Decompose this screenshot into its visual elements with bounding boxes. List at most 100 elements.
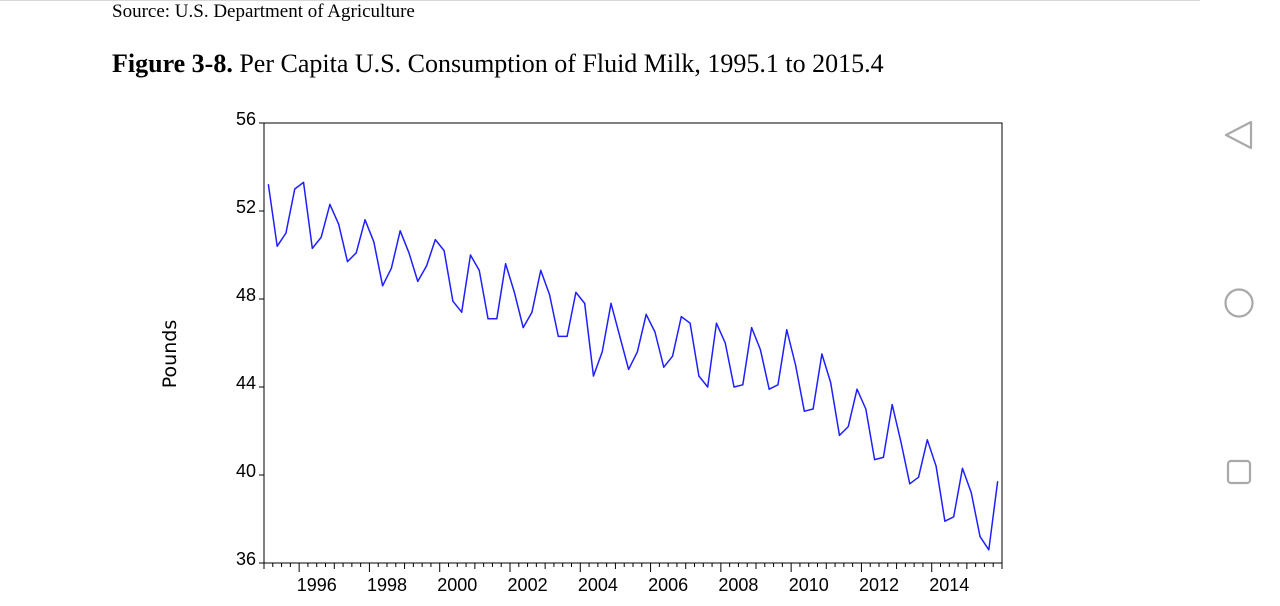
data-point-0-75 <box>926 439 928 441</box>
data-point-0-27 <box>505 263 507 265</box>
x-tick-label-1998: 1998 <box>367 575 407 595</box>
data-point-0-67 <box>856 388 858 390</box>
x-tick-label-2004: 2004 <box>578 575 618 595</box>
square-recent-icon <box>1226 459 1252 485</box>
data-point-0-1 <box>276 245 278 247</box>
data-point-0-20 <box>443 250 445 252</box>
data-point-0-62 <box>812 408 814 410</box>
data-point-0-30 <box>531 311 533 313</box>
data-point-0-49 <box>698 375 700 377</box>
x-tick-label-2002: 2002 <box>508 575 548 595</box>
data-point-0-8 <box>338 223 340 225</box>
data-point-0-72 <box>900 441 902 443</box>
data-point-0-3 <box>294 188 296 190</box>
data-point-0-2 <box>285 232 287 234</box>
x-tick-label-2008: 2008 <box>718 575 758 595</box>
data-point-0-48 <box>689 322 691 324</box>
data-point-0-66 <box>847 426 849 428</box>
data-point-0-18 <box>425 265 428 267</box>
data-point-0-80 <box>970 492 972 494</box>
plot-frame <box>263 122 1003 564</box>
data-point-0-39 <box>610 302 612 304</box>
circle-home-icon <box>1224 288 1254 318</box>
y-tick-label-36: 36 <box>236 549 256 569</box>
data-point-0-6 <box>320 236 322 238</box>
data-point-0-15 <box>399 230 401 232</box>
data-point-0-14 <box>390 267 392 269</box>
data-point-0-81 <box>979 536 981 538</box>
data-point-0-69 <box>874 459 876 461</box>
data-point-0-41 <box>628 368 630 370</box>
data-point-0-9 <box>346 261 349 263</box>
data-point-0-13 <box>382 285 384 287</box>
data-point-0-77 <box>944 520 946 522</box>
data-point-0-28 <box>513 291 515 293</box>
data-point-0-53 <box>733 386 735 388</box>
data-point-0-68 <box>865 408 867 410</box>
top-divider <box>0 0 1200 1</box>
data-point-0-56 <box>759 349 761 351</box>
figure-title-text: Per Capita U.S. Consumption of Fluid Mil… <box>239 49 884 78</box>
data-point-0-64 <box>830 382 832 384</box>
data-point-0-61 <box>803 410 805 412</box>
data-point-0-42 <box>636 351 638 353</box>
data-point-0-19 <box>434 239 436 241</box>
y-tick-label-40: 40 <box>236 461 256 481</box>
line-layer <box>267 181 999 551</box>
source-note: Source: U.S. Department of Agriculture <box>112 1 415 22</box>
data-point-0-65 <box>838 434 841 436</box>
data-point-0-5 <box>311 247 313 249</box>
data-point-0-63 <box>821 353 823 355</box>
series-line-0 <box>267 181 999 551</box>
recent-apps-button[interactable] <box>1222 455 1256 489</box>
data-point-0-82 <box>988 549 990 551</box>
data-point-0-83 <box>997 481 999 483</box>
data-point-0-29 <box>522 327 524 329</box>
data-point-0-38 <box>601 351 603 353</box>
figure-title: Figure 3-8. Per Capita U.S. Consumption … <box>112 49 884 79</box>
data-point-0-25 <box>487 318 489 320</box>
data-point-0-32 <box>548 294 551 296</box>
x-tick-label-2010: 2010 <box>789 575 829 595</box>
data-point-0-78 <box>953 516 955 518</box>
home-button[interactable] <box>1222 286 1256 320</box>
y-tick-label-48: 48 <box>236 285 256 305</box>
data-point-0-10 <box>355 252 357 254</box>
axes-layer: 36 40 44 48 52 56 1996 1998 2000 2002 2004 2006 2008… <box>236 109 1003 595</box>
data-point-0-36 <box>584 302 586 304</box>
data-point-0-74 <box>917 476 920 478</box>
data-point-0-50 <box>707 386 709 388</box>
x-tick-label-2000: 2000 <box>437 575 477 595</box>
y-tick-label-52: 52 <box>236 197 256 217</box>
data-point-0-0 <box>267 184 269 186</box>
data-point-0-58 <box>777 384 779 386</box>
data-point-0-55 <box>751 327 753 329</box>
triangle-back-icon <box>1224 120 1253 150</box>
data-point-0-17 <box>417 280 419 282</box>
data-point-0-4 <box>302 181 305 183</box>
data-point-0-60 <box>794 364 797 366</box>
data-point-0-24 <box>478 269 480 271</box>
data-point-0-23 <box>469 254 472 256</box>
data-point-0-7 <box>329 203 331 205</box>
data-point-0-73 <box>909 483 911 485</box>
data-point-0-40 <box>619 335 621 337</box>
data-point-0-54 <box>742 384 744 386</box>
data-point-0-59 <box>786 329 788 331</box>
back-button[interactable] <box>1222 118 1256 152</box>
data-point-0-71 <box>891 404 893 406</box>
data-point-0-79 <box>961 467 964 469</box>
x-tick-label-2014: 2014 <box>929 575 969 595</box>
data-point-0-22 <box>461 311 463 313</box>
data-point-0-12 <box>373 241 375 243</box>
data-point-0-16 <box>408 252 410 254</box>
data-point-0-34 <box>566 335 568 337</box>
data-point-0-46 <box>671 355 674 357</box>
data-point-0-76 <box>935 465 937 467</box>
data-point-0-51 <box>715 322 718 324</box>
x-tick-label-1996: 1996 <box>297 575 337 595</box>
data-point-0-45 <box>663 366 665 368</box>
x-tick-label-2006: 2006 <box>648 575 688 595</box>
data-point-0-21 <box>452 300 454 302</box>
